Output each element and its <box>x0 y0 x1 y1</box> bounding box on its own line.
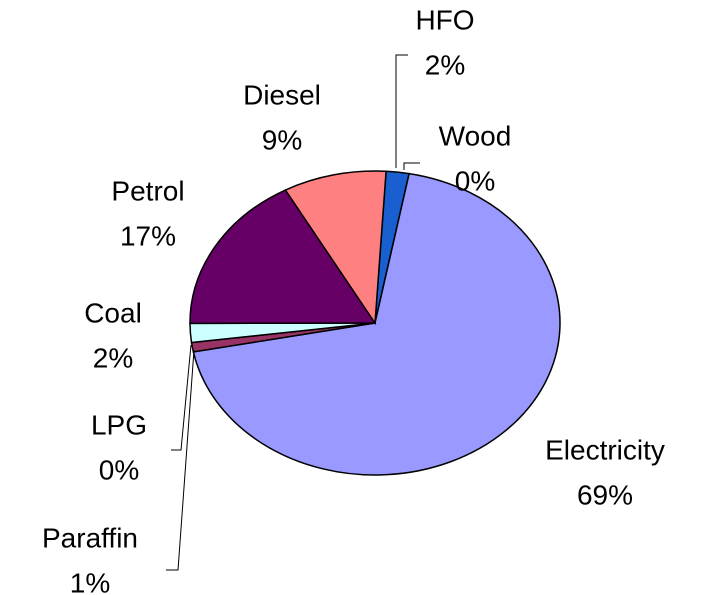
slice-label: Petrol <box>111 175 184 206</box>
leader-line <box>171 344 192 451</box>
pie-slice <box>189 189 377 325</box>
pie <box>189 170 561 476</box>
labels: HFO 2% Wood 0% Electricity 69% Paraffin 1% LPG 0%… <box>42 4 665 595</box>
slice-label: Diesel <box>243 79 321 110</box>
leader-line <box>395 54 408 168</box>
slice-label: HFO <box>415 4 474 35</box>
slice-label: Wood <box>439 120 512 151</box>
slice-value-label: 9% <box>262 124 302 155</box>
pie-slice <box>192 172 561 476</box>
slice-value-label: 1% <box>70 567 110 595</box>
slice-label: Coal <box>84 297 142 328</box>
slice-value-label: 2% <box>425 49 465 80</box>
leader-line <box>403 162 420 170</box>
slice-value-label: 0% <box>99 454 139 485</box>
slice-label: Paraffin <box>42 522 138 553</box>
slice-value-label: 17% <box>120 220 176 251</box>
slice-value-label: 0% <box>455 165 495 196</box>
slice-value-label: 2% <box>93 342 133 373</box>
slice-label: LPG <box>91 409 147 440</box>
leader-line <box>166 349 195 571</box>
pie-slice <box>284 170 387 326</box>
slice-label: Electricity <box>545 434 665 465</box>
slice-value-label: 69% <box>577 479 633 510</box>
